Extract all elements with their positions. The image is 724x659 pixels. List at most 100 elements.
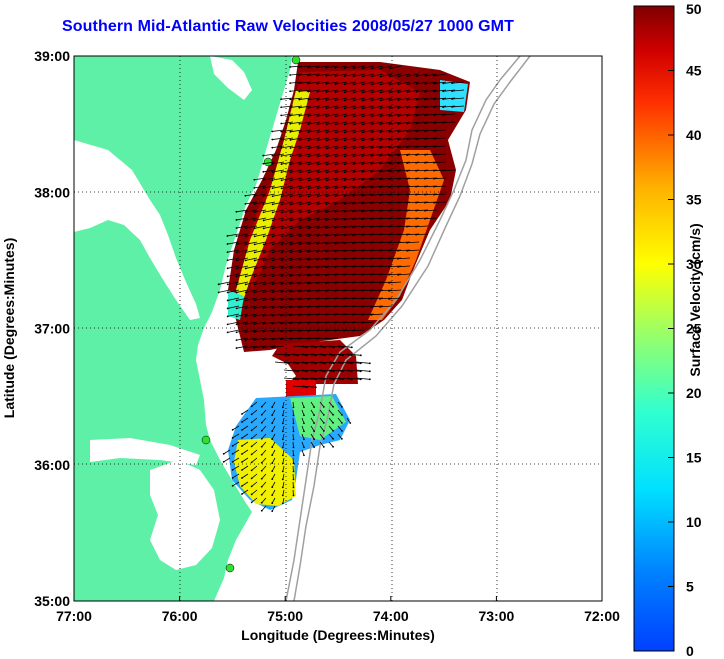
velocity-vector [301,345,316,348]
velocity-vector-head [388,209,390,212]
velocity-vector [263,153,276,156]
velocity-vector-head [361,75,364,78]
velocity-vector-head [433,122,436,124]
velocity-vector-head [325,139,328,142]
velocity-vector-head [260,461,263,464]
velocity-vector [299,305,312,308]
velocity-vector [263,185,276,189]
velocity-vector [353,137,366,141]
velocity-vector [241,409,249,415]
velocity-vector-head [406,91,409,93]
velocity-vector [344,145,357,149]
velocity-vector-head [322,437,325,440]
velocity-vector [362,161,375,165]
chesapeake-bay [74,140,200,320]
velocity-vector [254,185,267,189]
velocity-vector-head [316,211,319,214]
velocity-vector [290,225,303,229]
velocity-vector-head [241,413,243,415]
velocity-vector [353,201,366,205]
velocity-vector [290,129,303,133]
velocity-vector [344,193,357,197]
velocity-vector-head [235,227,238,229]
velocity-vector-head [298,314,301,317]
velocity-vector [371,97,384,101]
velocity-vector [335,81,348,85]
velocity-vector-head [316,163,319,166]
velocity-vector [371,273,384,276]
velocity-vector-head [379,273,381,276]
velocity-vector-head [280,322,283,325]
velocity-vector-head [271,478,274,481]
velocity-vector-head [244,251,247,254]
velocity-vector [290,161,303,165]
velocity-vector [371,217,384,220]
velocity-vector [346,377,361,380]
velocity-vector [282,409,285,416]
velocity-vector-head [244,259,247,262]
velocity-vector [328,441,334,448]
velocity-vector [281,161,294,165]
velocity-vector-head [280,122,283,125]
velocity-vector-head [262,243,265,246]
velocity-vector [299,217,312,221]
x-tick-labels: 77:00 76:00 75:00 74:00 73:00 72:00 [56,596,620,624]
velocity-vector [299,73,312,76]
velocity-vector-head [235,210,238,213]
velocity-vector [407,169,420,172]
velocity-vector [335,265,348,268]
velocity-vector-head [316,242,319,245]
velocity-vector [236,313,249,317]
velocity-vector-head [361,249,363,252]
velocity-vector [335,89,348,93]
velocity-vector-head [406,225,408,228]
velocity-vector-head [303,446,305,449]
velocity-vector-head [281,430,284,433]
velocity-vector [317,289,330,292]
velocity-vector [236,233,249,237]
velocity-vector [326,153,339,157]
velocity-vector-head [226,251,229,254]
velocity-vector-head [433,130,436,132]
velocity-vector-head [244,307,247,310]
velocity-vector-head [271,462,274,465]
radar-site-marker [225,563,235,573]
velocity-vector [301,369,316,372]
velocity-vector [353,321,366,324]
velocity-vector-head [397,241,399,244]
velocity-vector [362,73,375,77]
velocity-vector [317,113,330,117]
velocity-vector [281,313,294,316]
velocity-vector-head [298,282,301,285]
velocity-vector-head [379,75,382,78]
velocity-vector-head [289,122,292,125]
velocity-vector [218,289,231,293]
velocity-vector [434,153,447,156]
velocity-vector-head [415,138,418,141]
velocity-vector [290,81,303,84]
velocity-vector-head [370,155,373,157]
velocity-vector [254,297,267,301]
velocity-vector-head [217,291,220,294]
velocity-vector-head [341,437,343,440]
velocity-vector-head [352,234,355,237]
velocity-vector [236,257,249,261]
velocity-vector [362,297,375,300]
velocity-vector [389,97,402,101]
velocity-vector [398,81,411,85]
velocity-vector [389,121,402,125]
velocity-vector [353,65,366,69]
velocity-vector [425,113,438,116]
velocity-vector [335,129,348,133]
velocity-vector [371,153,384,157]
velocity-vector-head [415,233,417,236]
velocity-vector-head [289,179,292,182]
velocity-vector-head [292,430,295,433]
velocity-vector-head [298,274,301,277]
velocity-vector-head [379,83,382,86]
velocity-vector-head [325,107,328,110]
velocity-vector-head [322,445,325,448]
velocity-vector-head [253,259,256,262]
velocity-vector [335,113,348,117]
velocity-vector-head [289,98,292,101]
